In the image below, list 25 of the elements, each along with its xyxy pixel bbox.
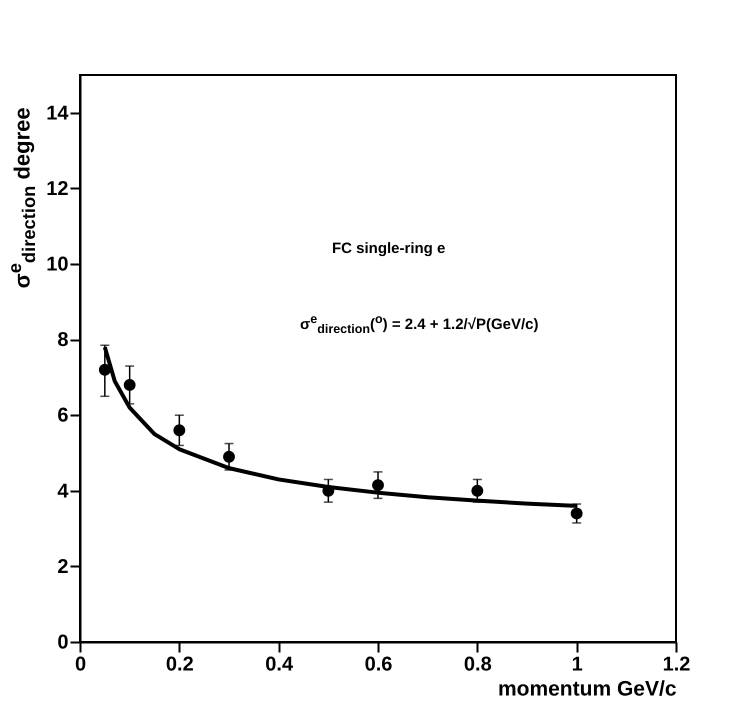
y-tick-label: 8 [57, 329, 68, 352]
x-tick-label: 0.6 [364, 654, 392, 676]
x-tick-label: 1 [572, 654, 583, 676]
point [124, 379, 136, 391]
y-tick-label: 4 [57, 480, 70, 502]
point [570, 508, 583, 520]
point [223, 450, 235, 463]
x-tick-label: 0.4 [265, 654, 294, 676]
x-tick-label: 0.8 [464, 654, 492, 676]
y-tick-label: 12 [46, 178, 68, 200]
annotation: σ$^{e}$$_{direction}$($^{o}$) = 2.4 + 1.2/√P(GeV/c) [300, 312, 538, 336]
point [372, 479, 384, 492]
x-tick-label: 0 [74, 654, 86, 676]
y-tick-label: 2 [57, 556, 68, 578]
x-tick-label: 1.2 [662, 654, 690, 676]
y-tick-label: 6 [57, 404, 68, 427]
x-tick-label: 0.2 [166, 654, 194, 676]
y-tick-label: 10 [46, 254, 68, 276]
point [471, 484, 484, 497]
x-axis-title: momentum GeV/c [498, 678, 677, 700]
point [173, 424, 186, 436]
y-tick-label: 14 [46, 102, 70, 124]
y-tick-label: 0 [57, 632, 68, 654]
annotation: FC single-ring e [332, 240, 446, 257]
point [98, 364, 111, 376]
